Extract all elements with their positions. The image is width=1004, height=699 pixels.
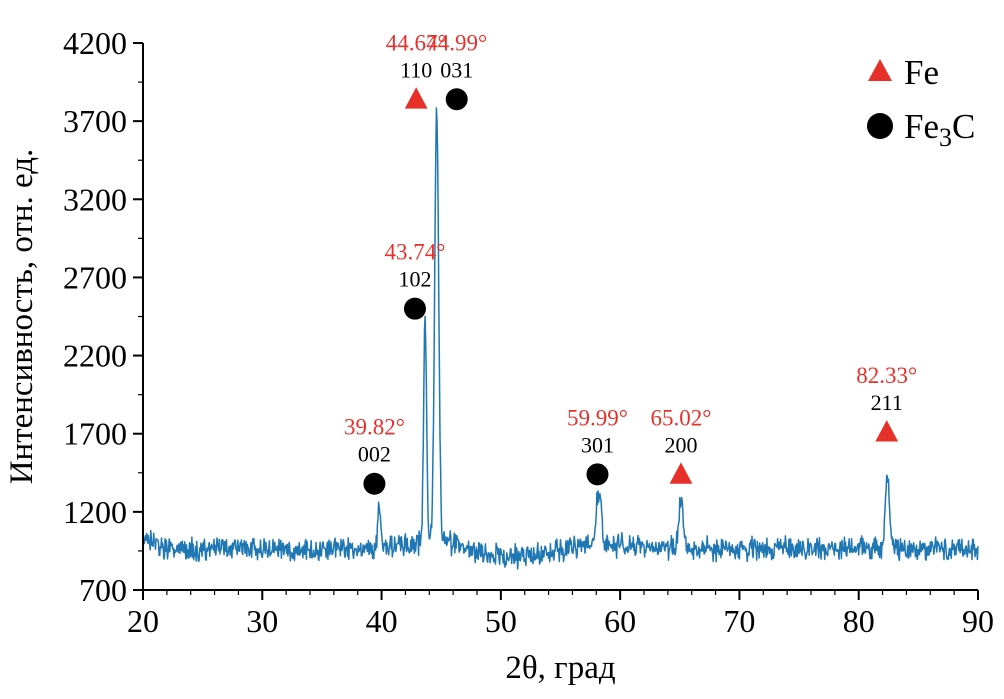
peak-hkl-label: 031 — [440, 57, 473, 82]
fe-peak-marker — [875, 420, 899, 442]
fe-peak-marker — [404, 87, 428, 109]
x-tick-label: 70 — [723, 603, 755, 639]
peak-hkl-label: 110 — [400, 57, 432, 82]
x-tick-label: 60 — [604, 603, 636, 639]
y-tick-label: 1700 — [63, 416, 127, 452]
y-tick-label: 4200 — [63, 25, 127, 61]
peak-angle-label: 44.99° — [426, 30, 487, 55]
y-axis-title: Интенсивность, отн. ед. — [4, 149, 40, 485]
y-tick-label: 1200 — [63, 494, 127, 530]
peak-angle-label: 82.33° — [856, 363, 917, 388]
peak-hkl-label: 301 — [581, 432, 614, 457]
diffraction-trace — [143, 107, 979, 570]
legend-fe3c-marker — [867, 113, 893, 139]
fe3c-peak-marker — [445, 88, 468, 111]
y-tick-label: 2700 — [63, 259, 127, 295]
x-tick-label: 50 — [485, 603, 517, 639]
fe3c-peak-marker — [403, 297, 426, 320]
legend-label: Fe — [904, 53, 939, 92]
fe3c-peak-marker — [586, 463, 609, 486]
x-tick-label: 20 — [127, 603, 159, 639]
peak-angle-label: 65.02° — [651, 405, 712, 430]
x-tick-label: 30 — [246, 603, 278, 639]
peak-angle-label: 44.67° — [386, 30, 447, 55]
legend-fe-marker — [868, 59, 892, 81]
y-tick-label: 3200 — [63, 181, 127, 217]
legend: Fe Fe3C — [867, 53, 975, 152]
y-tick-label: 700 — [79, 572, 127, 608]
y-tick-label: 3700 — [63, 103, 127, 139]
legend-label: Fe3C — [904, 107, 975, 152]
x-tick-label: 40 — [366, 603, 398, 639]
x-axis-title: 2θ, град — [505, 650, 615, 686]
x-tick-label: 80 — [843, 603, 875, 639]
peak-angle-label: 59.99° — [567, 405, 628, 430]
peak-hkl-label: 211 — [871, 390, 903, 415]
fe3c-peak-marker — [363, 472, 386, 495]
y-tick-label: 2200 — [63, 338, 127, 374]
peak-angle-label: 43.74° — [384, 240, 445, 265]
peak-hkl-label: 102 — [398, 267, 431, 292]
x-tick-label: 90 — [962, 603, 994, 639]
peak-hkl-label: 002 — [358, 442, 391, 467]
peak-angle-label: 39.82° — [344, 415, 405, 440]
fe-peak-marker — [669, 462, 693, 484]
peak-hkl-label: 200 — [664, 432, 697, 457]
